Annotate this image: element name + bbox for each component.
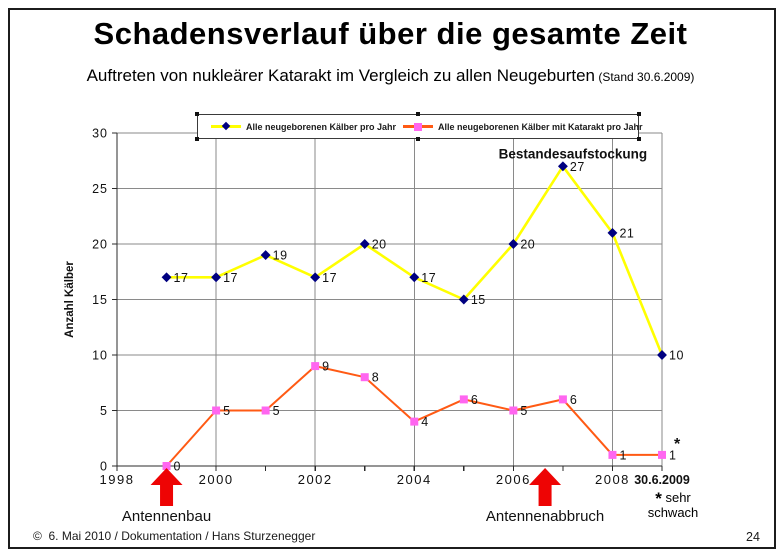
asterisk-icon: * (674, 436, 681, 453)
data-point-label: 17 (223, 271, 238, 285)
data-point-label: 10 (669, 349, 684, 363)
legend-handle-icon (195, 112, 199, 116)
x-tick-label: 2006 (496, 472, 531, 487)
y-tick-label: 5 (100, 404, 108, 418)
y-tick-label: 0 (100, 460, 108, 474)
data-point-label: 17 (421, 271, 436, 285)
subtitle-note: (Stand 30.6.2009) (595, 70, 695, 84)
slide-subtitle: Auftreten von nukleärer Katarakt im Verg… (0, 66, 781, 86)
data-point-label: 4 (421, 415, 428, 429)
y-tick-label: 15 (92, 293, 108, 307)
data-point-label: 20 (520, 238, 535, 252)
slide-frame (8, 8, 776, 549)
data-point-label: 9 (322, 360, 329, 374)
legend-item-kaelber-mit-katarakt: Alle neugeborenen Kälber mit Katarakt pr… (403, 115, 643, 138)
data-point-diamond (607, 227, 618, 238)
x-tick-label: 2008 (595, 472, 630, 487)
data-point-diamond (657, 350, 667, 360)
x-tick-label: 2004 (397, 472, 432, 487)
data-point-label: 5 (223, 404, 230, 418)
x-tick-label: 30.6.2009 (634, 473, 690, 487)
legend-line-sample-icon (211, 121, 241, 131)
subtitle-text: Auftreten von nukleärer Katarakt im Verg… (86, 66, 595, 85)
data-point-square (162, 462, 171, 470)
data-point-square (459, 395, 468, 404)
data-point-square (410, 417, 419, 426)
annotation-bestandesaufstockung: Bestandesaufstockung (499, 146, 648, 161)
annotation-arrow-label: Antennenabbruch (486, 508, 604, 525)
legend-handle-icon (637, 112, 641, 116)
data-point-diamond (359, 239, 370, 249)
legend-square-marker-icon (414, 122, 422, 131)
data-point-label: 19 (273, 249, 288, 263)
data-point-diamond (211, 272, 222, 283)
red-arrow-up-icon (529, 468, 562, 506)
y-axis-title: Anzahl Kälber (64, 261, 76, 338)
data-point-label: 5 (520, 404, 527, 418)
legend-label: Alle neugeborenen Kälber mit Katarakt pr… (438, 121, 643, 132)
legend-handle-icon (637, 137, 641, 141)
data-point-diamond (310, 272, 321, 283)
x-tick-label: 2002 (298, 472, 333, 487)
x-tick-label: 2000 (199, 472, 234, 487)
legend-label: Alle neugeborenen Kälber pro Jahr (246, 121, 397, 132)
footer-credit: © 6. Mai 2010 / Dokumentation / Hans Stu… (33, 529, 316, 543)
data-point-square (212, 406, 221, 415)
data-point-square (311, 362, 320, 371)
x-tick-label: 1998 (100, 472, 135, 487)
data-point-label: 1 (669, 448, 676, 462)
data-point-label: 6 (471, 393, 478, 407)
annotation-arrow-label: Antennenbau (122, 508, 211, 525)
footnote-line-1: sehr (665, 490, 691, 505)
data-point-diamond (508, 239, 519, 249)
data-point-label: 1 (619, 448, 626, 462)
legend-handle-icon (195, 137, 199, 141)
data-point-label: 21 (619, 226, 634, 240)
data-point-square (608, 450, 617, 459)
data-point-label: 17 (174, 271, 189, 285)
data-point-square (558, 395, 567, 404)
data-point-label: 15 (471, 293, 486, 307)
y-tick-label: 25 (92, 182, 108, 196)
data-point-diamond (260, 250, 271, 261)
legend-item-kaelber-pro-jahr: Alle neugeborenen Kälber pro Jahr (211, 115, 396, 138)
data-point-diamond (458, 294, 469, 305)
data-point-label: 17 (322, 271, 337, 285)
data-point-label: 27 (570, 160, 585, 174)
page-title: Schadensverlauf über die gesamte Zeit (93, 16, 688, 51)
legend-handle-icon (416, 112, 420, 116)
y-tick-label: 10 (92, 349, 108, 363)
data-point-square (509, 406, 518, 415)
data-point-label: 20 (372, 238, 387, 252)
y-tick-label: 30 (92, 127, 108, 141)
asterisk-icon: * (655, 489, 662, 508)
data-point-square (261, 406, 270, 415)
data-point-diamond (557, 161, 568, 172)
legend-line-sample-icon (403, 122, 433, 131)
footnote-line-2: schwach (647, 505, 699, 520)
chart-legend: Alle neugeborenen Kälber pro Jahr Alle n… (195, 112, 643, 141)
legend-handle-icon (416, 137, 420, 141)
red-arrow-up-icon (150, 468, 183, 506)
data-point-square (360, 373, 369, 382)
data-point-square (658, 450, 666, 459)
data-point-label: 6 (570, 393, 577, 407)
data-point-diamond (161, 272, 172, 283)
data-point-label: 8 (372, 371, 379, 385)
data-point-diamond (409, 272, 420, 283)
data-point-label: 0 (174, 460, 181, 474)
y-tick-label: 20 (92, 238, 108, 252)
footnote-sehr-schwach: * sehr schwach (640, 489, 706, 520)
page-number: 24 (746, 530, 760, 544)
legend-diamond-marker-icon (221, 121, 231, 131)
data-point-label: 5 (273, 404, 280, 418)
